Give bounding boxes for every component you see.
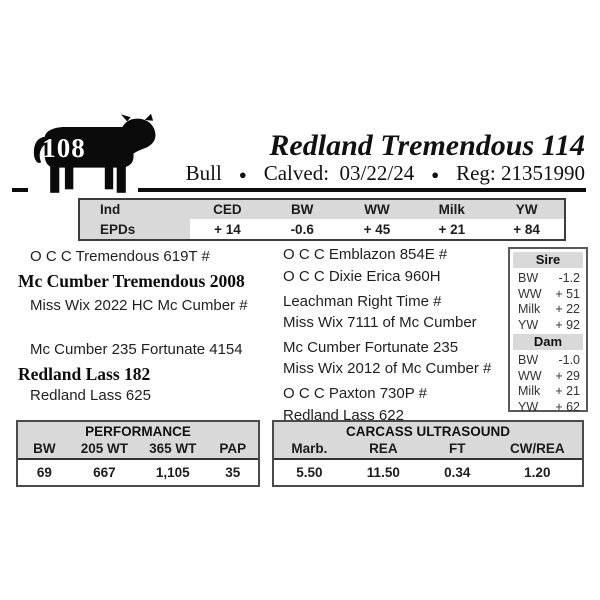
bullet-separator: ● xyxy=(238,167,247,182)
epd-trait-label: YW xyxy=(518,399,539,414)
epd-trait-label: BW xyxy=(518,353,539,367)
pedigree-gen3-line: O C C Emblazon 854E # xyxy=(283,246,448,263)
epd-trait-value: + 62 xyxy=(555,399,580,414)
rule-mask xyxy=(28,185,138,195)
calved-date: Calved: 03/22/24 xyxy=(263,161,415,185)
carcass-ultrasound-table: CARCASS ULTRASOUND Marb. REA FT CW/REA 5… xyxy=(272,420,584,487)
performance-values: 69 667 1,105 35 xyxy=(18,460,258,485)
parent-epd-box: Sire BW -1.2 WW + 51 Milk + 22 YW + 92 D… xyxy=(508,247,588,414)
carcass-value: 11.50 xyxy=(366,465,400,480)
epd-header-row: Ind CED BW WW Milk YW xyxy=(80,200,564,219)
animal-subtitle: Bull ● Calved: 03/22/24 ● Reg: 21351990 xyxy=(186,161,585,186)
epd-header-cells: CED BW WW Milk YW xyxy=(190,200,564,219)
lot-number: 108 xyxy=(42,133,86,163)
performance-value: 35 xyxy=(225,465,241,480)
epd-value: + 45 xyxy=(363,221,391,237)
epd-trait-label: WW xyxy=(518,368,542,383)
epd-value: + 14 xyxy=(214,221,241,237)
carcass-values: 5.50 11.50 0.34 1.20 xyxy=(274,460,582,485)
performance-col-header: 365 WT xyxy=(149,441,197,456)
epd-col-header: Milk xyxy=(438,202,465,217)
epd-col-header: BW xyxy=(290,202,314,217)
pedigree-gen3-line: Mc Cumber Fortunate 235 xyxy=(283,339,459,356)
performance-columns: BW 205 WT 365 WT PAP xyxy=(18,439,258,458)
pedigree-gen3-line: Miss Wix 2012 of Mc Cumber # xyxy=(283,360,492,377)
sire-epd-header: Sire xyxy=(513,252,583,268)
bull-silhouette-image xyxy=(25,113,165,197)
pedigree-sire-dam: Miss Wix 2022 HC Mc Cumber # xyxy=(30,297,248,314)
pedigree-gen3-line: O C C Dixie Erica 960H xyxy=(283,268,441,285)
carcass-col-header: CW/REA xyxy=(509,441,565,456)
pedigree-sire-sire: O C C Tremendous 619T # xyxy=(30,248,210,265)
epd-trait-value: + 22 xyxy=(555,302,580,316)
epd-row1-label: Ind xyxy=(80,200,190,219)
epd-trait-label: Milk xyxy=(518,302,541,316)
pedigree-gen3-line: Leachman Right Time # xyxy=(283,293,442,310)
performance-col-header: PAP xyxy=(219,441,247,456)
performance-table-header: PERFORMANCE BW 205 WT 365 WT PAP xyxy=(18,422,258,460)
performance-table: PERFORMANCE BW 205 WT 365 WT PAP 69 667 … xyxy=(16,420,260,487)
performance-col-header: BW xyxy=(33,441,56,456)
epd-trait-label: Milk xyxy=(518,384,541,398)
performance-col-header: 205 WT xyxy=(80,441,129,456)
performance-value: 667 xyxy=(93,465,116,480)
epd-trait-value: + 92 xyxy=(555,317,580,332)
pedigree-sire-name: Mc Cumber Tremendous 2008 xyxy=(18,271,245,291)
sex-label: Bull xyxy=(185,161,222,185)
header-divider-line xyxy=(12,188,586,192)
bullet-separator: ● xyxy=(431,167,440,182)
pedigree-gen3-line: Miss Wix 7111 of Mc Cumber xyxy=(283,314,477,331)
epd-trait-value: + 51 xyxy=(555,286,580,301)
dam-epd-row: BW -1.0 xyxy=(513,353,583,369)
sire-epd-row: WW + 51 xyxy=(513,287,583,303)
bull-icon xyxy=(33,113,156,193)
epd-col-header: YW xyxy=(515,202,538,217)
epd-trait-label: BW xyxy=(518,271,539,285)
epd-trait-label: WW xyxy=(518,286,542,301)
carcass-col-header: REA xyxy=(369,441,398,456)
pedigree-dam-name: Redland Lass 182 xyxy=(18,364,151,384)
epd-value-row: EPDs + 14 -0.6 + 45 + 21 + 84 xyxy=(80,219,564,239)
dam-epd-row: WW + 29 xyxy=(513,369,583,385)
dam-epd-header: Dam xyxy=(513,334,583,350)
carcass-value: 0.34 xyxy=(444,465,471,480)
pedigree-gen3-line: O C C Paxton 730P # xyxy=(283,385,427,402)
epd-trait-label: YW xyxy=(518,317,539,332)
epd-col-header: CED xyxy=(213,202,242,217)
dam-epd-row: Milk + 21 xyxy=(513,384,583,400)
epd-trait-value: + 29 xyxy=(555,368,580,383)
performance-title: PERFORMANCE xyxy=(85,424,191,439)
carcass-col-header: FT xyxy=(448,441,466,456)
pedigree-gen3-line: Redland Lass 622 xyxy=(283,407,404,424)
registration-number: Reg: 21351990 xyxy=(456,161,585,185)
epd-trait-value: + 21 xyxy=(555,384,580,398)
epd-col-header: WW xyxy=(364,202,390,217)
carcass-col-header: Marb. xyxy=(291,441,328,456)
epd-trait-value: -1.0 xyxy=(558,353,580,367)
animal-title: Redland Tremendous 114 xyxy=(269,129,585,162)
epd-table: Ind CED BW WW Milk YW EPDs + 14 -0.6 + 4… xyxy=(78,198,566,241)
carcass-columns: Marb. REA FT CW/REA xyxy=(274,439,582,458)
epd-value: + 84 xyxy=(513,221,540,237)
carcass-title: CARCASS ULTRASOUND xyxy=(346,424,510,439)
pedigree-dam-sire: Mc Cumber 235 Fortunate 4154 xyxy=(30,341,243,358)
carcass-table-header: CARCASS ULTRASOUND Marb. REA FT CW/REA xyxy=(274,422,582,460)
sire-epd-row: Milk + 22 xyxy=(513,302,583,318)
epd-value-cells: + 14 -0.6 + 45 + 21 + 84 xyxy=(190,219,564,239)
carcass-value: 5.50 xyxy=(296,465,323,480)
sire-epd-row: BW -1.2 xyxy=(513,271,583,287)
dam-epd-row: YW + 62 xyxy=(513,400,583,416)
performance-value: 69 xyxy=(36,465,52,480)
performance-value: 1,105 xyxy=(155,465,190,480)
epd-value: -0.6 xyxy=(290,221,314,237)
epd-row2-label: EPDs xyxy=(80,219,190,239)
carcass-value: 1.20 xyxy=(524,465,551,480)
pedigree-dam-dam: Redland Lass 625 xyxy=(30,387,151,404)
epd-trait-value: -1.2 xyxy=(558,271,580,285)
sire-epd-row: YW + 92 xyxy=(513,318,583,334)
epd-value: + 21 xyxy=(438,221,466,237)
